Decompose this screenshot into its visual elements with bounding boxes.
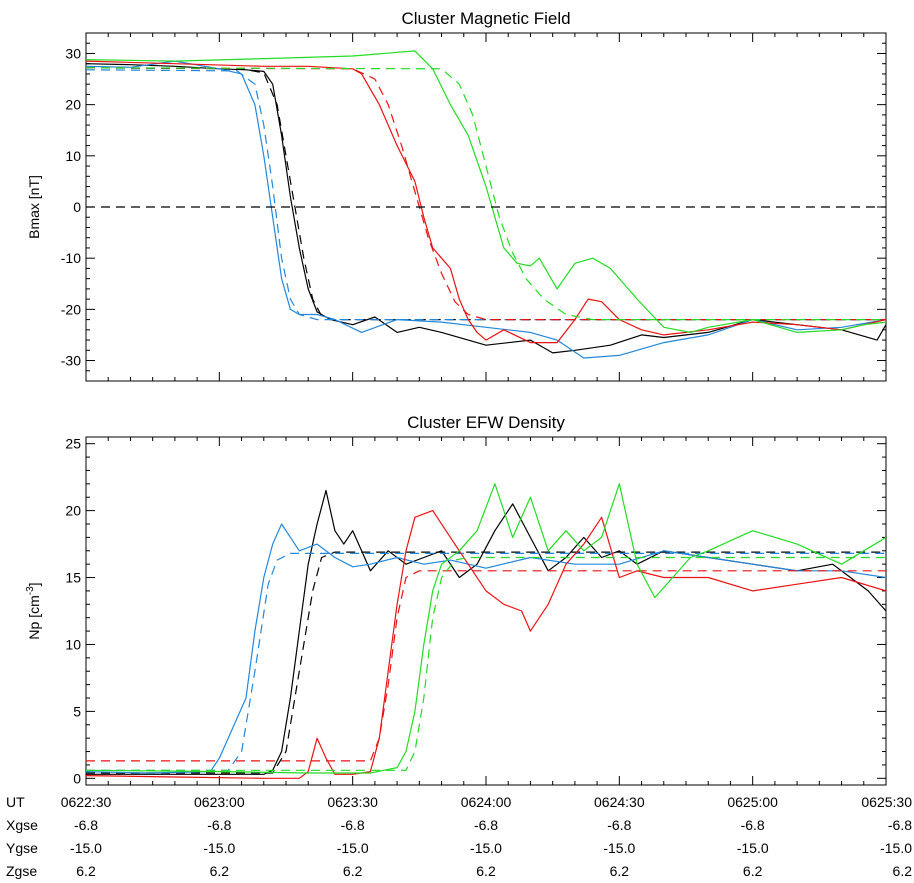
ephemeris-row-label: UT — [6, 794, 25, 810]
ephemeris-value: -6.8 — [207, 817, 231, 833]
y-axis-label-tail: ] — [26, 582, 42, 586]
ephemeris-value: 6.2 — [610, 863, 630, 879]
ephemeris-value: 6.2 — [743, 863, 763, 879]
ephemeris-row-label: Zgse — [6, 863, 37, 879]
ephemeris-value: 6.2 — [893, 863, 913, 879]
x-tick-label: 0623:30 — [327, 794, 378, 810]
y-tick-label: 25 — [65, 436, 81, 452]
fit-line-3 — [86, 552, 886, 771]
fit-line-5 — [86, 570, 886, 762]
plot-frame — [85, 436, 887, 786]
magnetic-field-panel: Cluster Magnetic Field -30 -20 -10 0 10 20 30 Bm… — [26, 9, 887, 382]
fit-line-1 — [86, 67, 886, 321]
series-group — [86, 483, 886, 779]
ephemeris-value: -15.0 — [880, 840, 912, 856]
y-tick-label: 20 — [65, 97, 81, 113]
ephemeris-value: -15.0 — [737, 840, 769, 856]
y-axis-label-superscript: -3 — [25, 586, 36, 595]
x-tick-label: 0625:30 — [861, 794, 912, 810]
ephemeris-value: 6.2 — [343, 863, 363, 879]
fit-line-7 — [86, 67, 886, 321]
density-panel: Cluster EFW Density 0 5 10 15 20 25 Np [cm-3] — [25, 413, 887, 786]
ephemeris-value: 6.2 — [476, 863, 496, 879]
ephemeris-value: 6.2 — [210, 863, 230, 879]
ephemeris-value: -15.0 — [470, 840, 502, 856]
data-line-6 — [86, 50, 886, 333]
y-tick-label: -10 — [61, 250, 81, 266]
data-line-0 — [86, 63, 886, 354]
y-tick-label: 10 — [65, 636, 81, 652]
x-tick-label: 0624:00 — [461, 794, 512, 810]
x-tick-label: 0622:30 — [61, 794, 112, 810]
y-axis-label-main: Np [cm — [26, 595, 42, 639]
y-tick-label: -30 — [61, 353, 81, 369]
y-tick-label: 10 — [65, 148, 81, 164]
ephemeris-value: -15.0 — [70, 840, 102, 856]
ephemeris-value: -6.8 — [741, 817, 765, 833]
y-tick-label: -20 — [61, 301, 81, 317]
chart-title: Cluster Magnetic Field — [401, 9, 570, 28]
ephemeris-value: -6.8 — [74, 817, 98, 833]
ephemeris-row-ut: UT 0622:30 0623:00 0623:30 0624:00 0624:30 062… — [6, 794, 912, 810]
ephemeris-value: -15.0 — [203, 840, 235, 856]
ephemeris-value: -6.8 — [607, 817, 631, 833]
series-group — [86, 50, 886, 359]
ephemeris-row-label: Xgse — [6, 817, 38, 833]
y-axis-label: Np [cm-3] — [25, 582, 42, 639]
ephemeris-row-ygse: Ygse -15.0 -15.0 -15.0 -15.0 -15.0 -15.0 -15.0 — [6, 840, 912, 856]
x-tick-label: 0625:00 — [727, 794, 778, 810]
x-tick-label: 0623:00 — [194, 794, 245, 810]
fit-line-3 — [86, 69, 886, 321]
ephemeris-row-label: Ygse — [6, 840, 38, 856]
y-tick-label: 0 — [73, 770, 81, 786]
data-line-6 — [86, 483, 886, 774]
ephemeris-value: -6.8 — [888, 817, 912, 833]
data-line-4 — [86, 510, 886, 779]
data-line-0 — [86, 489, 886, 775]
x-tick-label: 0624:30 — [594, 794, 645, 810]
fit-line-5 — [86, 67, 886, 321]
ephemeris-value: -15.0 — [603, 840, 635, 856]
data-line-2 — [86, 60, 886, 359]
ephemeris-row-xgse: Xgse -6.8 -6.8 -6.8 -6.8 -6.8 -6.8 -6.8 — [6, 817, 912, 833]
data-line-2 — [86, 523, 886, 774]
y-tick-label: 15 — [65, 570, 81, 586]
ephemeris-value: 6.2 — [76, 863, 96, 879]
ephemeris-value: -6.8 — [474, 817, 498, 833]
y-tick-label: 0 — [73, 199, 81, 215]
y-tick-label: 20 — [65, 503, 81, 519]
ephemeris-value: -15.0 — [337, 840, 369, 856]
ephemeris-row-zgse: Zgse 6.2 6.2 6.2 6.2 6.2 6.2 6.2 — [6, 863, 912, 879]
data-line-4 — [86, 60, 886, 344]
chart-title: Cluster EFW Density — [407, 413, 565, 432]
y-axis-label-main: Bmax [nT] — [26, 175, 42, 239]
ephemeris-value: -6.8 — [341, 817, 365, 833]
y-tick-label: 30 — [65, 45, 81, 61]
y-tick-label: 5 — [73, 703, 81, 719]
y-axis-label: Bmax [nT] — [26, 175, 42, 239]
fit-line-1 — [86, 551, 886, 774]
fit-line-7 — [86, 556, 886, 771]
